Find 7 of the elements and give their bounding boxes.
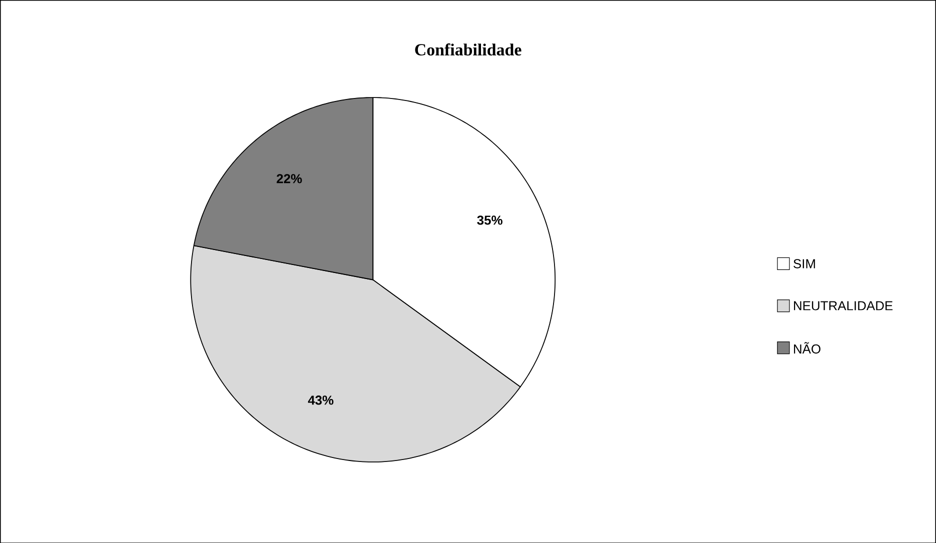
data-label: 35%	[477, 215, 502, 225]
legend-label: SIM	[794, 258, 815, 268]
chart-title: Confiabilidade	[415, 43, 522, 56]
data-label: 22%	[276, 174, 302, 183]
data-label: 43%	[308, 395, 334, 405]
legend-label: NEUTRALIDADE	[794, 301, 893, 310]
legend-label: NÃO	[794, 342, 820, 354]
